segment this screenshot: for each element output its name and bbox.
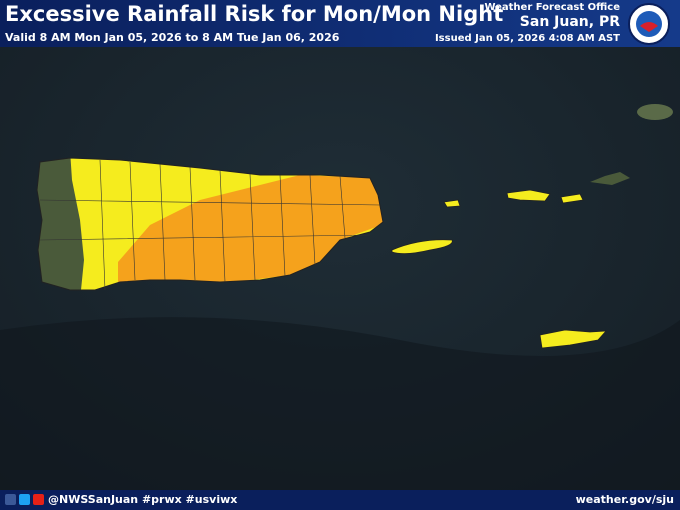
st-croix <box>539 329 607 349</box>
office: San Juan, PR <box>519 14 620 30</box>
slight-risk <box>118 175 383 285</box>
vieques <box>391 239 453 254</box>
no-risk-land <box>37 158 84 290</box>
youtube-icon[interactable] <box>33 494 44 505</box>
office-label: Weather Forecast Office <box>484 2 620 13</box>
culebra <box>443 199 461 208</box>
facebook-icon[interactable] <box>5 494 16 505</box>
islands <box>391 189 607 349</box>
social-handles: @NWSSanJuan #prwx #usviwx <box>48 493 238 506</box>
municipio-borders <box>39 159 381 291</box>
st-john <box>560 193 584 204</box>
footer-band <box>0 490 680 510</box>
valid-time: Valid 8 AM Mon Jan 05, 2026 to 8 AM Tue … <box>5 31 340 44</box>
nws-logo-mark <box>640 22 658 32</box>
deep-water <box>0 317 680 490</box>
header-band <box>0 0 680 47</box>
puerto-rico <box>37 158 383 290</box>
st-thomas <box>506 189 551 202</box>
twitter-icon[interactable] <box>19 494 30 505</box>
coastline <box>36 157 384 291</box>
website[interactable]: weather.gov/sju <box>575 493 674 506</box>
bvi <box>590 104 673 185</box>
title: Excessive Rainfall Risk for Mon/Mon Nigh… <box>5 2 504 26</box>
issued-time: Issued Jan 05, 2026 4:08 AM AST <box>434 33 620 44</box>
